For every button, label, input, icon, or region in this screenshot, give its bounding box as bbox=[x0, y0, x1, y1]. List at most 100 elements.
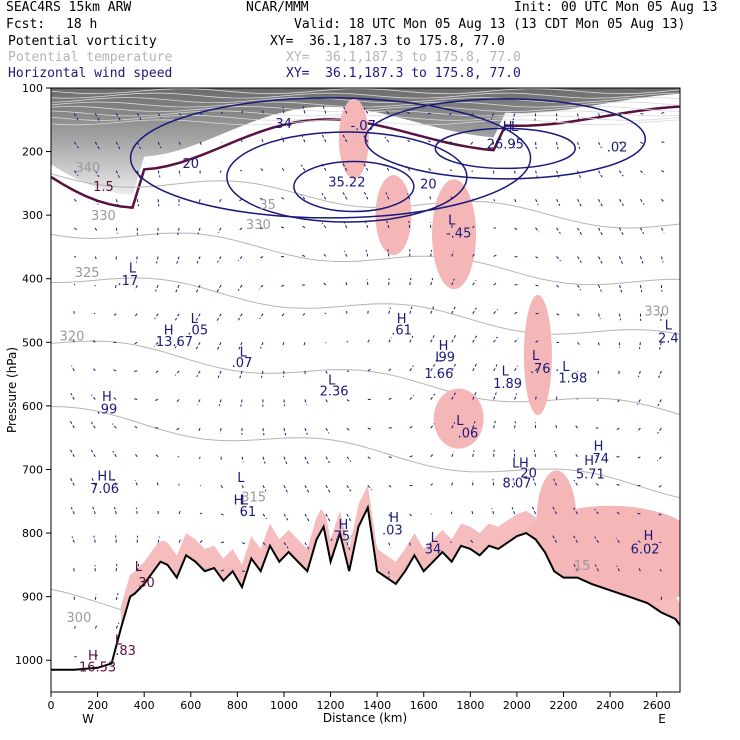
wind-vector bbox=[325, 513, 331, 522]
wind-vector bbox=[342, 163, 348, 171]
wind-vector bbox=[135, 507, 138, 515]
x-tick-label: 2000 bbox=[503, 699, 531, 712]
wind-vector bbox=[493, 449, 495, 457]
wind-vector bbox=[409, 277, 412, 286]
wind-vector bbox=[493, 420, 496, 429]
wind-vector bbox=[324, 312, 327, 315]
wind-vector bbox=[241, 110, 244, 114]
wind-vector bbox=[472, 450, 475, 457]
wind-vector bbox=[472, 363, 477, 372]
wind-vector bbox=[511, 507, 516, 515]
wind-vector bbox=[239, 198, 243, 202]
wind-vector bbox=[259, 198, 264, 200]
plot-annotation: 325 bbox=[75, 266, 100, 281]
wind-vector bbox=[618, 227, 624, 236]
wind-vector bbox=[302, 106, 306, 114]
wind-vector bbox=[493, 364, 498, 372]
wind-vector bbox=[577, 170, 582, 178]
wind-vector bbox=[94, 654, 99, 658]
wind-vector bbox=[639, 227, 645, 235]
wind-vector bbox=[241, 140, 243, 143]
wind-vector bbox=[115, 593, 119, 600]
wind-vector bbox=[493, 336, 498, 343]
wind-vector bbox=[409, 306, 413, 314]
wind-vector bbox=[220, 485, 223, 489]
plot-annotation: 7.06 bbox=[90, 482, 119, 497]
wind-vector bbox=[69, 449, 75, 458]
wind-vector bbox=[178, 170, 181, 177]
plot-annotation: H bbox=[97, 469, 107, 484]
wind-vector bbox=[430, 483, 434, 486]
wind-vector bbox=[261, 370, 264, 378]
wind-vector bbox=[279, 226, 285, 229]
wind-vector bbox=[406, 165, 411, 171]
plot-annotation: .06 bbox=[458, 427, 479, 442]
wind-vector bbox=[237, 256, 243, 262]
wind-vector bbox=[448, 141, 452, 144]
wind-vector bbox=[407, 193, 411, 200]
wind-vector bbox=[133, 398, 138, 401]
wind-vector bbox=[408, 221, 411, 228]
x-tick-label: 1200 bbox=[317, 699, 345, 712]
plot-annotation: .07 bbox=[232, 356, 253, 371]
wind-vector bbox=[136, 170, 141, 178]
x-tick-label: 2200 bbox=[550, 699, 578, 712]
wind-vector bbox=[220, 568, 226, 572]
plot-annotation: L bbox=[240, 345, 248, 360]
wind-vector bbox=[535, 284, 540, 287]
wind-vector bbox=[661, 111, 666, 114]
wind-vector bbox=[174, 370, 180, 376]
wind-vector bbox=[157, 141, 162, 149]
wind-vector bbox=[637, 370, 641, 378]
wind-vector bbox=[388, 396, 393, 400]
wind-vector bbox=[238, 227, 243, 232]
wind-vector bbox=[384, 109, 390, 114]
wind-vector bbox=[660, 227, 665, 233]
wind-vector bbox=[574, 452, 578, 458]
plot-annotation: 2.4 bbox=[658, 331, 679, 346]
wind-vector bbox=[134, 479, 138, 486]
wind-vector bbox=[217, 256, 222, 263]
plot-annotation: L bbox=[108, 469, 116, 484]
wind-vector bbox=[493, 308, 498, 315]
wind-vector bbox=[514, 421, 516, 429]
wind-vector bbox=[178, 510, 181, 515]
wind-vector bbox=[556, 227, 561, 234]
wind-vector bbox=[174, 313, 180, 321]
wind-vector bbox=[514, 393, 518, 400]
plot-annotation: 300 bbox=[67, 611, 92, 626]
wind-vector bbox=[92, 339, 96, 343]
field-name-wind: Horizontal wind speed bbox=[8, 66, 173, 81]
wind-vector bbox=[430, 393, 436, 400]
wind-vector bbox=[363, 135, 369, 143]
wind-vector bbox=[535, 199, 539, 205]
wind-vector bbox=[195, 342, 201, 350]
wind-vector bbox=[90, 421, 96, 429]
wind-vector bbox=[300, 194, 306, 200]
plot-annotation: H bbox=[102, 390, 112, 405]
wind-vector bbox=[115, 199, 119, 206]
wind-vector bbox=[616, 427, 620, 431]
wind-vector bbox=[346, 513, 351, 521]
field-xy-wind: XY= 36.1,187.3 to 175.8, 77.0 bbox=[286, 66, 521, 81]
wind-vector bbox=[531, 506, 537, 515]
wind-vector bbox=[325, 427, 330, 434]
wind-vector bbox=[343, 221, 348, 229]
plot-annotation: 315 bbox=[241, 490, 266, 505]
x-axis-label: Distance (km) bbox=[323, 711, 407, 725]
wind-vector bbox=[388, 427, 393, 429]
wind-vector bbox=[279, 196, 285, 200]
wind-vector bbox=[300, 224, 306, 229]
wind-vector bbox=[115, 535, 117, 543]
wind-vector bbox=[262, 513, 268, 520]
plot-annotation: 1.66 bbox=[424, 367, 453, 382]
vertical-motion-region bbox=[338, 98, 369, 179]
wind-vector bbox=[472, 280, 477, 286]
wind-vector bbox=[577, 342, 580, 345]
wind-vector bbox=[199, 141, 202, 145]
wind-vector bbox=[535, 339, 539, 343]
wind-vector bbox=[597, 313, 601, 320]
wind-vector bbox=[74, 656, 77, 658]
wind-vector bbox=[175, 284, 180, 293]
wind-vector bbox=[405, 110, 410, 114]
